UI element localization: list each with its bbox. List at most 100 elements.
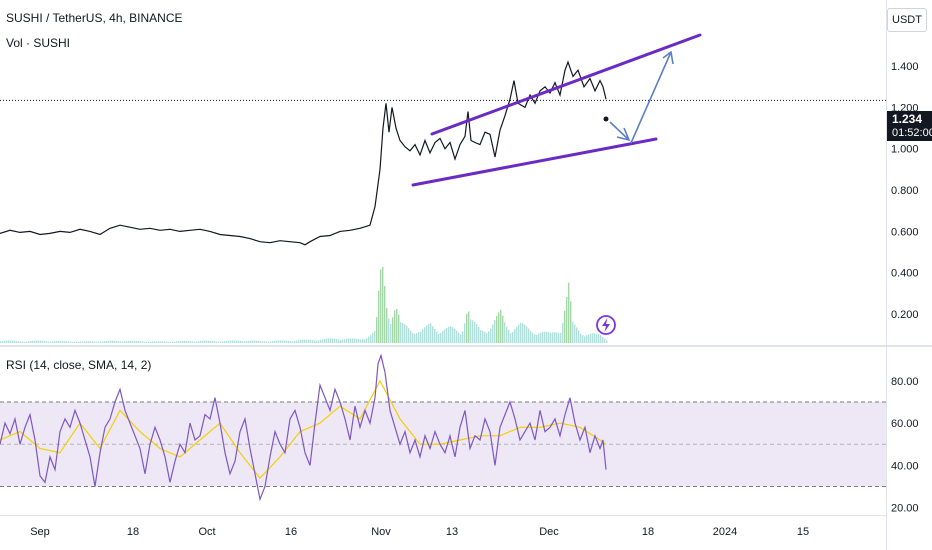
volume-bar	[474, 322, 476, 343]
volume-bar	[578, 330, 580, 343]
time-tick-label: 2024	[713, 526, 737, 538]
volume-bar	[560, 333, 562, 343]
rsi-tick-label: 20.00	[891, 503, 919, 515]
volume-bar	[456, 330, 458, 343]
price-pane[interactable]	[0, 33, 887, 343]
rsi-tick-label: 40.00	[891, 460, 919, 472]
volume-bar	[0, 341, 2, 343]
volume-bar	[478, 327, 480, 343]
volume-bar	[546, 331, 548, 343]
volume-bar	[510, 333, 512, 343]
volume-bar	[178, 341, 180, 343]
volume-bar	[440, 332, 442, 343]
volume-bar	[120, 341, 122, 343]
volume-bar	[218, 341, 220, 343]
volume-bar	[356, 338, 358, 343]
volume-bar	[354, 338, 356, 343]
volume-bar	[316, 340, 318, 343]
volume-bar	[414, 334, 416, 343]
symbol-title[interactable]: SUSHI / TetherUS, 4h, BINANCE	[6, 11, 183, 25]
volume-bar	[144, 341, 146, 343]
volume-bar	[306, 339, 308, 343]
rsi-pane[interactable]	[0, 353, 887, 502]
volume-bar	[524, 324, 526, 343]
volume-bar	[500, 309, 502, 343]
volume-bar	[426, 325, 428, 343]
time-tick-label: Nov	[371, 526, 391, 538]
volume-bar	[496, 315, 498, 343]
time-axis[interactable]: Sep 18 Oct 16 Nov 13 Dec 18 2024 15	[30, 526, 809, 538]
rsi-tick-label: 60.00	[891, 418, 919, 430]
volume-bar	[280, 340, 282, 343]
volume-bar	[236, 340, 238, 343]
volume-bar	[102, 341, 104, 343]
volume-bar	[332, 338, 334, 343]
volume-bar	[514, 329, 516, 343]
volume-bar	[180, 340, 182, 343]
volume-bar	[584, 336, 586, 343]
volume-bar	[444, 329, 446, 343]
volume-bar	[518, 324, 520, 343]
currency-selector-button[interactable]: USDT	[887, 8, 927, 32]
volume-bar	[210, 340, 212, 343]
volume-bar	[244, 341, 246, 343]
volume-bar	[550, 332, 552, 343]
volume-bar	[132, 340, 134, 343]
volume-bar	[362, 339, 364, 343]
volume-bar	[78, 341, 80, 343]
volume-bar	[212, 340, 214, 343]
volume-bar	[416, 332, 418, 343]
price-tick-label: 0.800	[891, 185, 919, 197]
volume-bar	[448, 326, 450, 343]
time-tick-label: Sep	[30, 526, 50, 538]
volume-bar	[304, 339, 306, 343]
volume-bar	[220, 341, 222, 343]
volume-bar	[522, 323, 524, 343]
volume-bar	[48, 341, 50, 343]
volume-bar	[168, 341, 170, 343]
volume-bar	[382, 266, 384, 343]
volume-bar	[296, 340, 298, 343]
volume-bar	[320, 339, 322, 343]
volume-bar	[606, 340, 608, 343]
volume-bar	[548, 332, 550, 343]
volume-legend[interactable]: Vol · SUSHI	[6, 36, 71, 50]
volume-bar	[142, 341, 144, 343]
volume-bar	[298, 340, 300, 343]
volume-bar	[104, 341, 106, 343]
rsi-axis[interactable]: 80.00 60.00 40.00 20.00	[891, 376, 919, 515]
volume-bar	[368, 336, 370, 343]
volume-bar	[246, 341, 248, 343]
volume-bars	[0, 266, 608, 343]
volume-bar	[208, 340, 210, 343]
volume-bar	[582, 335, 584, 343]
volume-bar	[462, 331, 464, 343]
volume-bar	[268, 341, 270, 343]
volume-bar	[502, 315, 504, 343]
volume-bar	[410, 330, 412, 343]
volume-bar	[190, 341, 192, 343]
rsi-legend[interactable]: RSI (14, close, SMA, 14, 2)	[6, 358, 152, 372]
volume-bar	[138, 341, 140, 343]
volume-bar	[98, 341, 100, 343]
volume-bar	[188, 340, 190, 343]
volume-bar	[590, 333, 592, 343]
volume-bar	[80, 341, 82, 343]
volume-bar	[30, 341, 32, 343]
volume-bar	[290, 341, 292, 343]
volume-bar	[224, 341, 226, 343]
volume-bar	[494, 320, 496, 343]
volume-bar	[552, 332, 554, 343]
time-tick-label: 13	[446, 526, 458, 538]
volume-bar	[66, 341, 68, 343]
volume-bar	[96, 341, 98, 343]
volume-bar	[2, 340, 4, 343]
volume-bar	[372, 333, 374, 343]
volume-bar	[206, 340, 208, 343]
volume-bar	[402, 322, 404, 343]
volume-bar	[338, 339, 340, 343]
lightning-icon[interactable]	[596, 315, 616, 335]
volume-bar	[598, 334, 600, 343]
